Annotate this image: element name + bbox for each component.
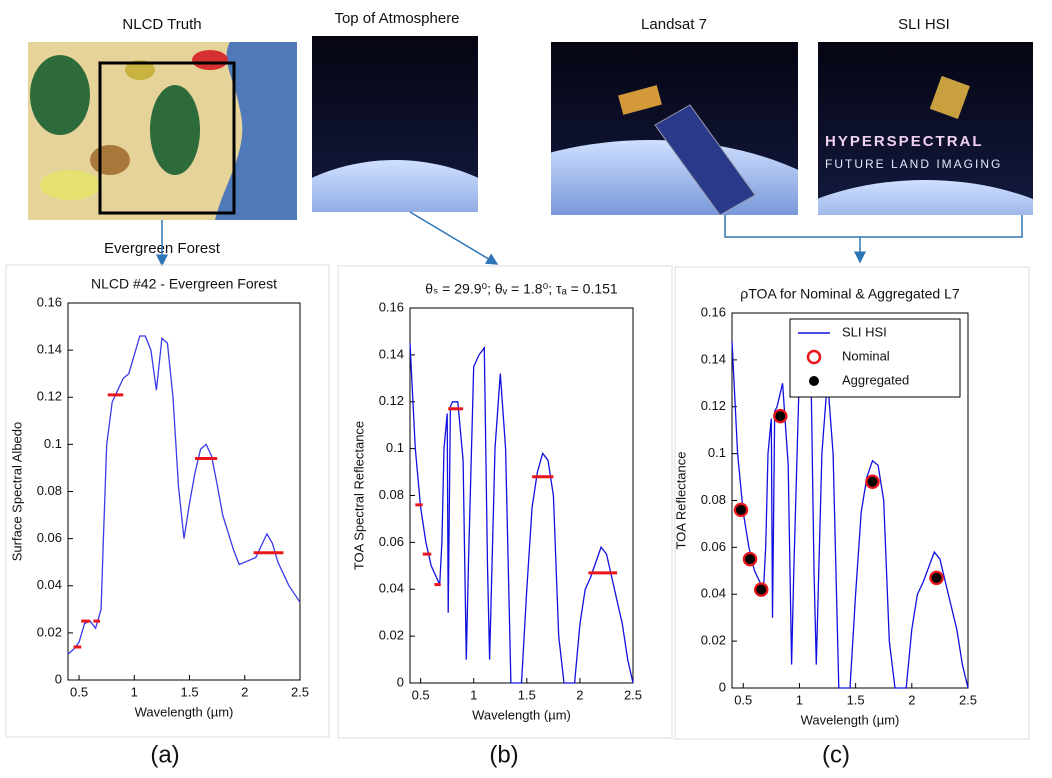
image-text: HYPERSPECTRAL bbox=[825, 133, 984, 150]
chart-title: ρTOA for Nominal & Aggregated L7 bbox=[740, 286, 960, 302]
image-label: SLI HSI bbox=[898, 16, 950, 33]
y-tick-label: 0 bbox=[719, 679, 726, 694]
x-tick-label: 2 bbox=[576, 687, 583, 702]
y-tick-label: 0.02 bbox=[37, 624, 62, 639]
y-tick-label: 0.1 bbox=[708, 445, 726, 460]
y-axis-label: TOA Spectral Reflectance bbox=[351, 421, 366, 570]
y-tick-label: 0.12 bbox=[379, 393, 404, 408]
x-axis-label: Wavelength (µm) bbox=[135, 704, 234, 719]
x-tick-label: 2 bbox=[908, 692, 915, 707]
x-tick-label: 2.5 bbox=[959, 692, 977, 707]
legend-label: SLI HSI bbox=[842, 324, 887, 339]
aggregated-point bbox=[745, 555, 754, 564]
y-tick-label: 0.14 bbox=[701, 351, 726, 366]
y-tick-label: 0.06 bbox=[701, 539, 726, 554]
y-tick-label: 0.04 bbox=[37, 577, 62, 592]
aggregated-point bbox=[868, 477, 877, 486]
x-tick-label: 2.5 bbox=[624, 687, 642, 702]
figure: HYPERSPECTRAL FUTURE LAND IMAGING NLCD T… bbox=[0, 0, 1052, 773]
y-tick-label: 0.02 bbox=[701, 633, 726, 648]
y-tick-label: 0.02 bbox=[379, 628, 404, 643]
y-axis-label: Surface Spectral Albedo bbox=[9, 422, 24, 561]
y-tick-label: 0.06 bbox=[379, 534, 404, 549]
x-tick-label: 0.5 bbox=[412, 687, 430, 702]
legend-label: Nominal bbox=[842, 348, 890, 363]
x-tick-label: 0.5 bbox=[734, 692, 752, 707]
panel-label: (a) bbox=[150, 741, 179, 768]
y-tick-label: 0.1 bbox=[44, 436, 62, 451]
y-tick-label: 0 bbox=[55, 671, 62, 686]
y-tick-label: 0.1 bbox=[386, 440, 404, 455]
y-tick-label: 0.08 bbox=[37, 483, 62, 498]
y-tick-label: 0.04 bbox=[701, 586, 726, 601]
y-axis-label: TOA Reflectance bbox=[673, 451, 688, 549]
chart-title: θₛ = 29.9⁰; θᵥ = 1.8⁰; τₐ = 0.151 bbox=[425, 281, 618, 297]
y-tick-label: 0.04 bbox=[379, 581, 404, 596]
x-tick-label: 1 bbox=[796, 692, 803, 707]
image-text: FUTURE LAND IMAGING bbox=[825, 157, 1002, 171]
y-tick-label: 0.08 bbox=[701, 492, 726, 507]
x-tick-label: 1.5 bbox=[180, 684, 198, 699]
y-tick-label: 0.08 bbox=[379, 487, 404, 502]
legend-swatch bbox=[810, 377, 819, 386]
x-axis-label: Wavelength (µm) bbox=[472, 707, 571, 722]
y-tick-label: 0.12 bbox=[701, 398, 726, 413]
y-tick-label: 0.14 bbox=[379, 346, 404, 361]
x-tick-label: 1 bbox=[470, 687, 477, 702]
y-tick-label: 0 bbox=[397, 674, 404, 689]
aggregated-point bbox=[932, 573, 941, 582]
image-label: NLCD Truth bbox=[122, 16, 201, 33]
image-label: Top of Atmosphere bbox=[334, 10, 459, 27]
aggregated-point bbox=[776, 412, 785, 421]
x-tick-label: 1 bbox=[131, 684, 138, 699]
panel-label: (c) bbox=[822, 741, 850, 768]
panel-label: (b) bbox=[489, 741, 518, 768]
y-tick-label: 0.16 bbox=[37, 294, 62, 309]
bracket bbox=[725, 215, 1022, 262]
x-tick-label: 0.5 bbox=[70, 684, 88, 699]
nlcd-image bbox=[28, 42, 297, 220]
image-label: Landsat 7 bbox=[641, 16, 707, 33]
y-tick-label: 0.16 bbox=[701, 304, 726, 319]
chart-title: NLCD #42 - Evergreen Forest bbox=[91, 276, 277, 292]
y-tick-label: 0.16 bbox=[379, 299, 404, 314]
x-tick-label: 2.5 bbox=[291, 684, 309, 699]
x-tick-label: 2 bbox=[241, 684, 248, 699]
x-tick-label: 1.5 bbox=[847, 692, 865, 707]
aggregated-point bbox=[736, 505, 745, 514]
y-tick-label: 0.12 bbox=[37, 389, 62, 404]
x-tick-label: 1.5 bbox=[518, 687, 536, 702]
plot-area bbox=[68, 303, 300, 680]
y-tick-label: 0.14 bbox=[37, 342, 62, 357]
legend-label: Aggregated bbox=[842, 372, 909, 387]
x-axis-label: Wavelength (µm) bbox=[801, 712, 900, 727]
arrow bbox=[410, 212, 497, 264]
y-tick-label: 0.06 bbox=[37, 530, 62, 545]
aggregated-point bbox=[757, 585, 766, 594]
